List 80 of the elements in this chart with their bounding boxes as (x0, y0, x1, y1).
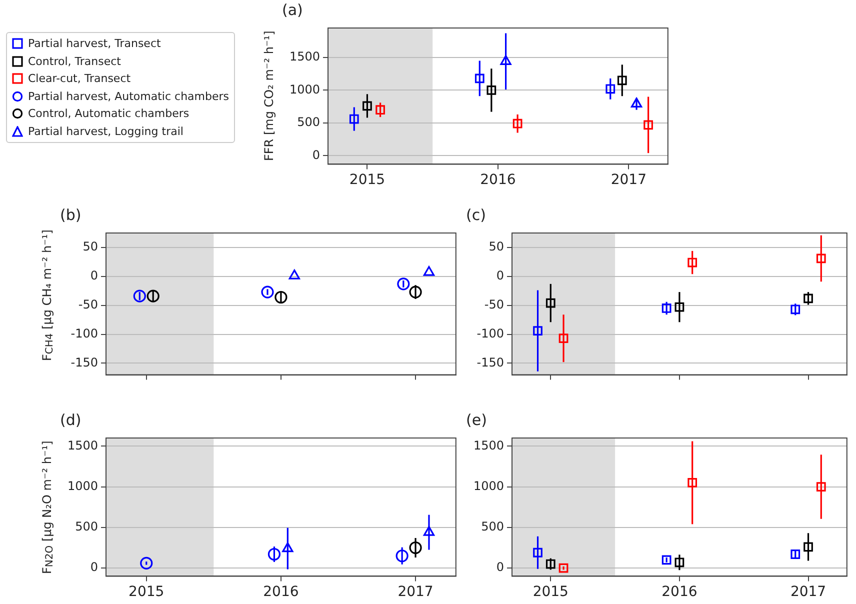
y-axis-title: FFR [mg CO₂ m⁻² h⁻¹] (262, 30, 277, 164)
y-tick-label: 1000 (289, 82, 320, 96)
legend-label: Clear-cut, Transect (28, 72, 131, 85)
x-tick-label: 2017 (790, 584, 826, 600)
y-tick-label: 0 (496, 268, 504, 283)
point (674, 558, 684, 568)
point (376, 105, 385, 115)
y-tick-label: 1000 (67, 478, 98, 493)
legend-label: Partial harvest, Transect (28, 37, 161, 50)
point (644, 120, 653, 130)
point (546, 298, 556, 308)
point (617, 76, 627, 86)
y-tick-label: 500 (75, 520, 98, 534)
x-tick-label: 2016 (263, 584, 299, 600)
y-tick-label: 0 (90, 560, 98, 574)
x-tick-label: 2016 (480, 172, 516, 188)
y-tick-label: -50 (484, 297, 504, 312)
point (630, 98, 642, 108)
chart-title: (d) (60, 410, 82, 429)
x-tick-label: 2017 (398, 584, 434, 600)
legend-label: Partial harvest, Automatic chambers (28, 90, 230, 102)
point (409, 286, 422, 298)
y-tick-label: -150 (476, 355, 504, 370)
point (662, 304, 672, 313)
point (397, 278, 410, 290)
y-tick-label: -150 (70, 355, 98, 370)
point (349, 114, 359, 124)
point (533, 548, 542, 558)
y-tick-label: -50 (78, 297, 98, 312)
point (546, 559, 556, 569)
y-tick-label: 1500 (289, 50, 320, 64)
point (804, 542, 813, 552)
chart-title: (b) (60, 206, 82, 224)
y-tick-label: 50 (82, 240, 98, 254)
point (662, 555, 672, 565)
chart-title: (e) (466, 410, 487, 429)
y-tick-label: 0 (90, 268, 98, 283)
point (804, 294, 813, 304)
x-tick-label: 2015 (128, 584, 164, 600)
point (362, 101, 372, 111)
x-tick-label: 2015 (532, 584, 568, 600)
legend-label: Control, Transect (28, 54, 121, 68)
y-tick-label: 1500 (473, 438, 504, 452)
y-tick-label: -100 (70, 326, 98, 340)
point (558, 334, 568, 344)
point (816, 482, 826, 492)
point (512, 118, 522, 128)
point (606, 84, 616, 94)
point (133, 290, 146, 302)
y-tick-label: 500 (481, 520, 504, 534)
point (816, 254, 826, 264)
point (274, 290, 288, 304)
point (558, 563, 568, 573)
point (790, 550, 800, 559)
point (423, 266, 435, 276)
point (261, 286, 274, 298)
chart-title: (c) (466, 206, 486, 224)
y-tick-label: 0 (496, 560, 504, 574)
chart-title: (a) (282, 0, 303, 19)
point (500, 55, 512, 65)
y-tick-label: -100 (476, 326, 504, 340)
point (474, 74, 484, 84)
y-tick-label: 500 (297, 115, 320, 130)
point (288, 270, 300, 280)
x-tick-label: 2017 (610, 172, 646, 188)
point (146, 290, 160, 302)
point (688, 478, 698, 488)
x-tick-label: 2015 (349, 172, 386, 188)
point (674, 302, 684, 312)
point (688, 258, 698, 268)
y-tick-label: 1500 (67, 438, 98, 452)
legend-label: Partial harvest, Logging trail (28, 124, 184, 138)
legend-label: Control, Automatic chambers (28, 107, 190, 120)
point (533, 326, 542, 336)
y-tick-label: 1000 (473, 478, 504, 493)
y-tick-label: 0 (312, 148, 320, 162)
y-tick-label: 50 (488, 240, 504, 254)
point (790, 304, 800, 314)
point (486, 86, 496, 95)
x-tick-label: 2016 (662, 584, 698, 600)
